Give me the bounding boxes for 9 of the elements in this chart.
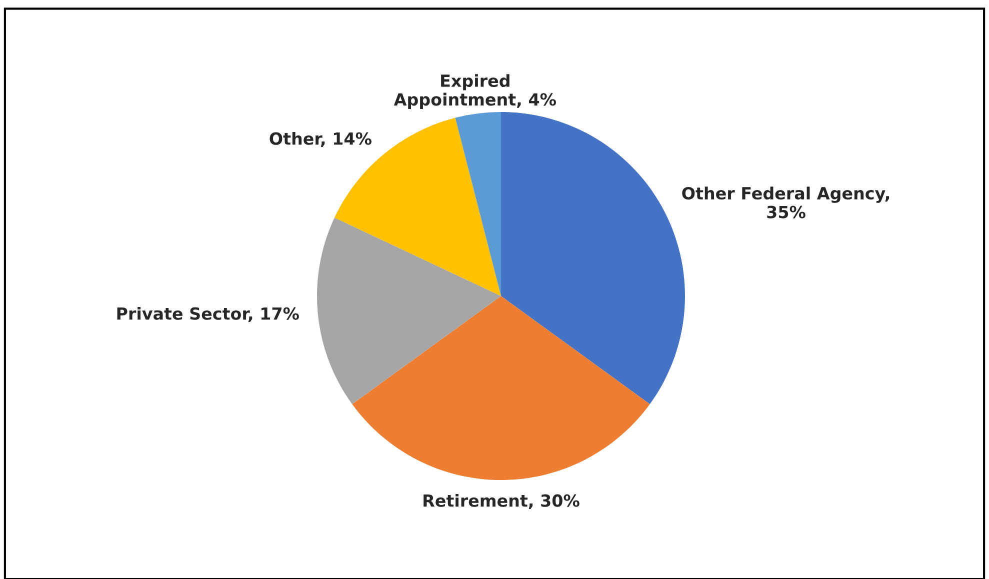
pie-slice [334,118,501,296]
slice-label: Retirement, 30% [424,494,580,510]
slice-label: Other, 14% [270,132,372,148]
pie-slice [352,296,650,480]
pie-slice [317,218,501,404]
slice-label: Expired Appointment, 4% [394,74,556,109]
pie-slice [455,112,501,296]
slice-label: Other Federal Agency, 35% [682,186,889,218]
slice-label: Private Sector, 17% [117,306,299,322]
